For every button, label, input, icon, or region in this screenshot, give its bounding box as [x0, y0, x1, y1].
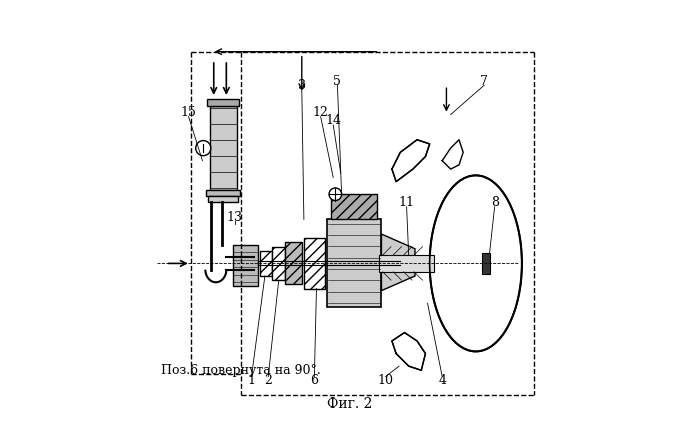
Bar [208, 196, 239, 202]
Polygon shape [379, 255, 434, 272]
Text: 14: 14 [326, 114, 341, 127]
Text: 7: 7 [480, 75, 488, 87]
Text: Фиг. 2: Фиг. 2 [328, 397, 372, 411]
Circle shape [329, 188, 342, 200]
Bar [327, 219, 382, 307]
Bar [331, 194, 377, 219]
Text: 5: 5 [333, 75, 342, 87]
Bar [304, 238, 325, 289]
Text: 4: 4 [438, 374, 446, 387]
Text: 13: 13 [227, 211, 243, 224]
Text: Поз.6 повернута на 90°.: Поз.6 повернута на 90°. [161, 364, 321, 377]
Bar [209, 106, 237, 190]
Text: 12: 12 [313, 106, 328, 119]
Polygon shape [392, 140, 430, 181]
Bar [272, 246, 285, 280]
Text: 11: 11 [398, 196, 414, 209]
Text: 10: 10 [377, 374, 393, 387]
Bar [482, 253, 489, 274]
Text: 1: 1 [248, 374, 256, 387]
Bar [207, 99, 239, 106]
Polygon shape [382, 234, 415, 291]
Polygon shape [392, 333, 426, 370]
Text: 8: 8 [491, 196, 498, 209]
Text: 6: 6 [310, 374, 319, 387]
Text: 15: 15 [181, 106, 197, 119]
Bar [285, 243, 302, 284]
Bar [232, 244, 258, 287]
Bar [260, 251, 272, 276]
Circle shape [196, 141, 211, 156]
Bar [206, 190, 240, 196]
Text: 2: 2 [265, 374, 272, 387]
Text: 3: 3 [298, 79, 306, 92]
